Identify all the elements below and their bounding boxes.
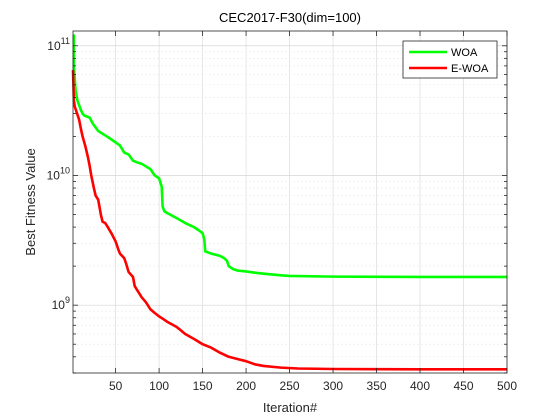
legend: WOA E-WOA: [402, 40, 498, 79]
x-tick-label: 100: [149, 379, 169, 393]
x-tick-label: 400: [410, 379, 430, 393]
series-line-e-woa: [71, 70, 507, 371]
x-tick-label: 350: [367, 379, 387, 393]
series-lines: [71, 34, 507, 371]
x-tick-label: 200: [236, 379, 256, 393]
legend-label-woa: WOA: [451, 47, 478, 59]
series-line-woa: [72, 34, 507, 279]
ticks: 50 100 150 200 250 300 350 400 450 500 109 1010 1011: [47, 31, 517, 393]
legend-label-e-woa: E-WOA: [451, 63, 489, 75]
y-tick-label: 1011: [47, 36, 70, 53]
x-tick-label: 450: [453, 379, 473, 393]
y-axis-title: Best Fitness Value: [23, 148, 38, 255]
x-tick-label: 300: [323, 379, 343, 393]
y-tick-label: 109: [52, 295, 70, 312]
plot-frame: [72, 30, 508, 374]
x-tick-label: 50: [109, 379, 123, 393]
chart-title: CEC2017-F30(dim=100): [219, 10, 361, 25]
plot-area: [73, 31, 507, 373]
x-tick-label: 500: [497, 379, 517, 393]
legend-box: [402, 40, 498, 79]
x-tick-label: 150: [193, 379, 213, 393]
y-tick-label: 1010: [47, 165, 70, 182]
x-tick-label: 250: [280, 379, 300, 393]
x-axis-title: Iteration#: [263, 400, 318, 415]
